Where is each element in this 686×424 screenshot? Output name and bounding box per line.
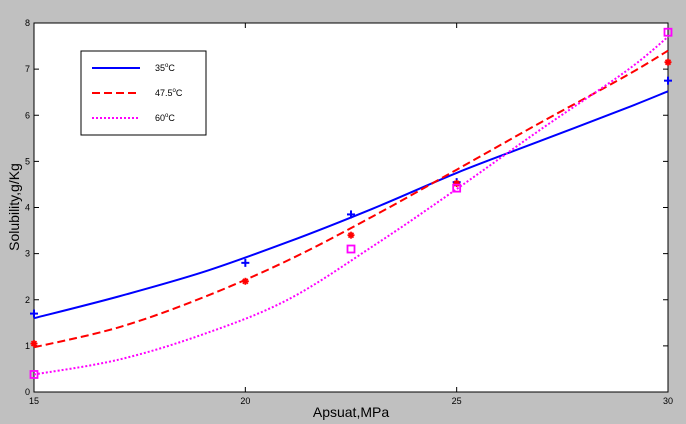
star-marker-stroke <box>242 278 249 285</box>
legend-label-degree: o <box>173 88 177 94</box>
x-tick-label: 30 <box>663 396 673 406</box>
data-point-series-3 <box>346 244 356 254</box>
series-line-1 <box>33 90 669 320</box>
star-marker-stroke <box>347 232 355 239</box>
series-lines <box>33 36 669 376</box>
data-point-series-3 <box>452 183 462 193</box>
legend-box <box>80 50 207 136</box>
y-tick-label: 7 <box>25 64 30 74</box>
y-tick-label: 0 <box>25 387 30 397</box>
data-point-series-2 <box>664 58 672 66</box>
y-tick-label: 3 <box>25 249 30 259</box>
x-tick-label: 15 <box>29 396 39 406</box>
legend-label-value: 60 <box>155 113 165 123</box>
data-point-series-3 <box>663 27 673 37</box>
data-point-series-1 <box>30 309 38 318</box>
legend-label-unit: C <box>176 88 183 98</box>
x-axis-label: Apsuat,MPa <box>313 404 389 420</box>
legend-label-degree: o <box>165 113 169 119</box>
legend-label-value: 35 <box>155 63 165 73</box>
x-tick-label: 25 <box>452 396 462 406</box>
legend-label-value: 47.5 <box>155 88 173 98</box>
star-marker-stroke <box>664 59 672 66</box>
y-tick-label: 5 <box>25 156 30 166</box>
data-point-series-2 <box>453 180 461 188</box>
legend-label-unit: C <box>168 113 175 123</box>
legend-label-degree: o <box>165 63 169 69</box>
axis-ticks: 15 20 25 30 0 1 2 3 4 5 6 7 8 <box>25 18 673 406</box>
y-tick-label: 4 <box>25 203 30 213</box>
data-point-series-3 <box>29 370 39 379</box>
series-markers <box>29 27 673 379</box>
legend-label-1: 35oC <box>155 63 175 73</box>
y-tick-label: 1 <box>25 341 30 351</box>
data-point-series-2 <box>347 231 355 239</box>
data-point-series-2 <box>241 277 249 285</box>
legend-label-3: 60oC <box>155 113 175 123</box>
legend-label-unit: C <box>168 63 175 73</box>
data-point-series-1 <box>347 210 355 219</box>
y-tick-label: 2 <box>25 295 30 305</box>
y-tick-label: 6 <box>25 110 30 120</box>
y-tick-label: 8 <box>25 18 30 28</box>
series-line-3 <box>33 36 669 376</box>
star-marker-stroke <box>30 340 38 347</box>
y-axis-label: Solubility,g/Kg <box>6 163 22 251</box>
x-tick-label: 20 <box>240 396 250 406</box>
legend-label-2: 47.5oC <box>155 88 183 98</box>
data-point-series-2 <box>30 340 38 348</box>
data-point-series-1 <box>241 258 250 267</box>
data-point-series-1 <box>664 76 672 85</box>
